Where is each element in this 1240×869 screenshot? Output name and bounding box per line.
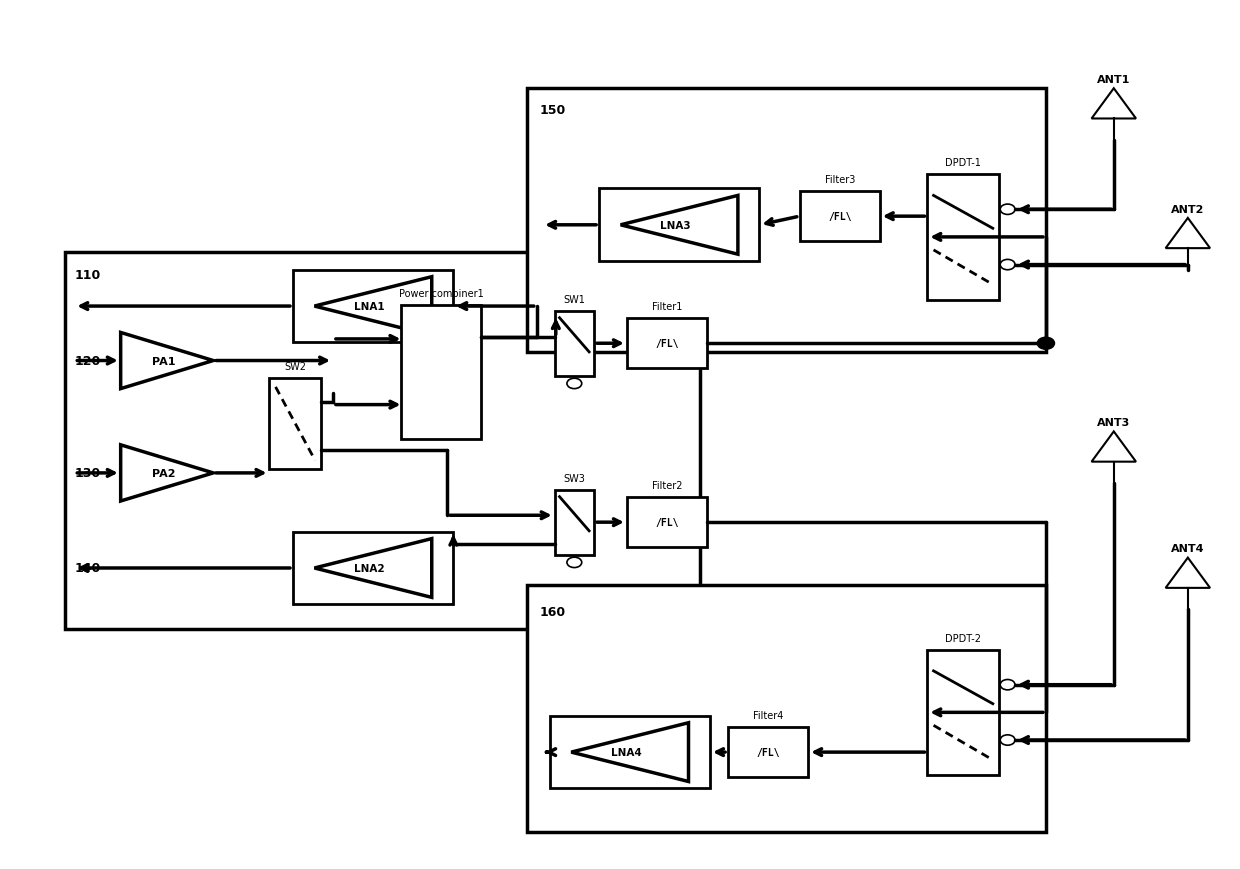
Bar	[401, 305, 481, 439]
Circle shape	[1037, 338, 1054, 350]
Bar	[554, 490, 594, 555]
Polygon shape	[315, 539, 432, 598]
Text: /FL\: /FL\	[655, 339, 678, 348]
Text: /FL\: /FL\	[756, 747, 780, 757]
Text: SW2: SW2	[284, 362, 306, 372]
Polygon shape	[1166, 219, 1210, 249]
Text: 120: 120	[74, 355, 100, 368]
Bar	[800, 192, 880, 242]
Text: LNA4: LNA4	[611, 747, 641, 757]
Bar	[626, 498, 707, 547]
Bar	[269, 379, 321, 469]
Polygon shape	[315, 277, 432, 336]
Polygon shape	[120, 445, 213, 501]
Text: Filter4: Filter4	[753, 710, 784, 720]
Text: SW1: SW1	[563, 295, 585, 304]
Bar	[728, 727, 808, 777]
Text: 140: 140	[74, 562, 100, 574]
Text: /FL\: /FL\	[828, 212, 852, 222]
Text: LNA3: LNA3	[660, 221, 691, 230]
Bar	[599, 189, 759, 262]
Bar	[527, 90, 1045, 353]
Bar	[928, 175, 999, 300]
Text: PA2: PA2	[151, 468, 175, 478]
Text: LNA2: LNA2	[355, 563, 384, 574]
Polygon shape	[620, 196, 738, 255]
Polygon shape	[1166, 558, 1210, 588]
Bar	[293, 270, 454, 343]
Bar	[293, 532, 454, 605]
Text: Power combiner1: Power combiner1	[398, 289, 484, 299]
Bar	[626, 319, 707, 368]
Text: 110: 110	[74, 269, 100, 282]
Text: PA1: PA1	[151, 356, 175, 366]
Text: DPDT-1: DPDT-1	[945, 158, 981, 168]
Bar	[64, 253, 701, 629]
Text: /FL\: /FL\	[655, 518, 678, 527]
Polygon shape	[572, 723, 688, 781]
Bar	[554, 311, 594, 376]
Polygon shape	[1091, 90, 1136, 119]
Text: ANT4: ANT4	[1171, 544, 1204, 554]
Text: Filter1: Filter1	[652, 302, 682, 312]
Text: LNA1: LNA1	[355, 302, 384, 312]
Text: ANT3: ANT3	[1097, 418, 1131, 428]
Text: DPDT-2: DPDT-2	[945, 633, 981, 643]
Text: SW3: SW3	[563, 474, 585, 483]
Polygon shape	[1091, 432, 1136, 462]
Text: Filter3: Filter3	[825, 175, 854, 185]
Text: ANT2: ANT2	[1171, 204, 1204, 215]
Text: Filter2: Filter2	[652, 481, 682, 491]
Bar	[527, 586, 1045, 832]
Text: 150: 150	[539, 104, 565, 117]
Bar	[928, 650, 999, 775]
Text: 160: 160	[539, 605, 565, 618]
Text: ANT1: ANT1	[1097, 75, 1131, 85]
Bar	[549, 716, 711, 788]
Text: 130: 130	[74, 467, 100, 480]
Polygon shape	[120, 333, 213, 389]
